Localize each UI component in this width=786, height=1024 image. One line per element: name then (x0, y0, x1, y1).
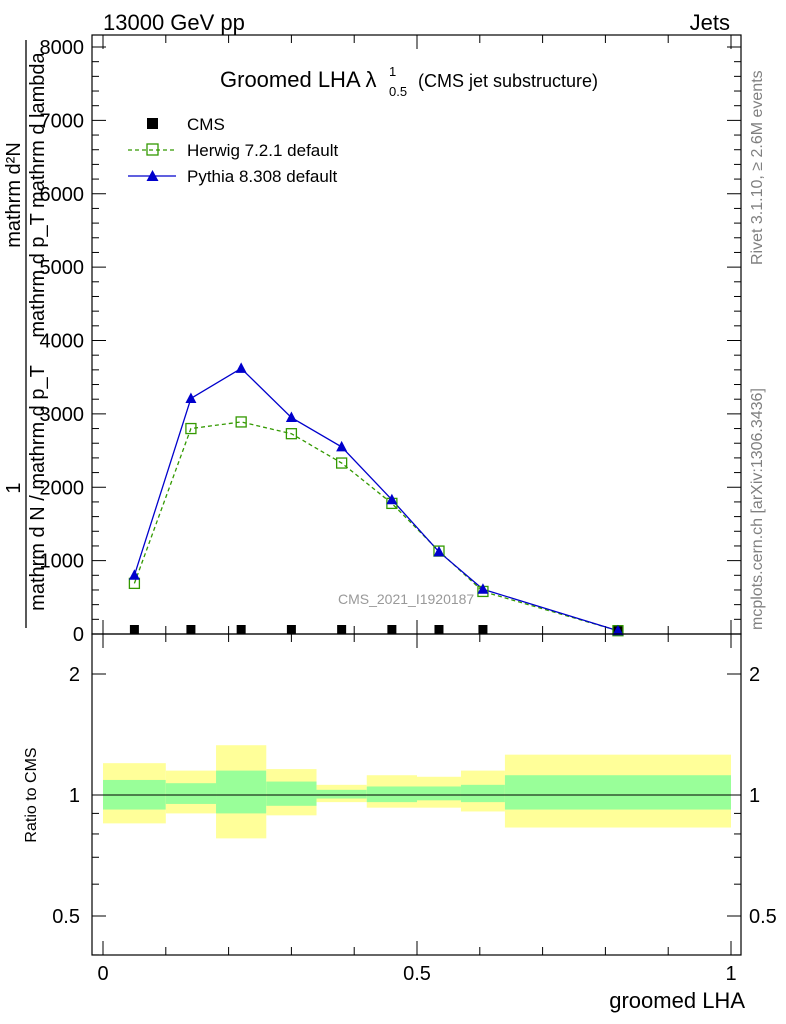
rivet-label: Rivet 3.1.10, ≥ 2.6M events (749, 70, 766, 265)
ratio-band-inner-5 (366, 786, 417, 803)
cms-point-2 (236, 625, 246, 634)
ratio-band-inner-6 (417, 786, 461, 801)
legend-herwig-marker (146, 143, 159, 156)
ratio-band-inner-1 (165, 783, 217, 804)
y-tick-label-5000: 5000 (40, 257, 85, 279)
herwig-point-2 (235, 416, 247, 428)
cms-point-3 (286, 625, 296, 634)
title-sup: 1 (389, 64, 396, 79)
x-tick-label-1: 1 (725, 963, 736, 985)
pythia-point-4 (336, 440, 348, 452)
ratio-y-tick-label-right-2: 2 (749, 664, 760, 686)
ylabel-prefix-den: mathrm d N / mathrm d p_T (27, 365, 49, 611)
ratio-y-tick-label-left-0.5: 0.5 (52, 906, 80, 928)
main-panel: 1000 2000 3000 4000 5000 6000 7000 8000 0 (40, 34, 742, 646)
main-ylabel: 1 mathrm d N / mathrm d p_T mathrm d²N m… (3, 40, 49, 628)
y-tick-label-1000: 1000 (40, 551, 85, 573)
analysis-watermark: CMS_2021_I1920187 (338, 591, 474, 607)
ratio-y-tick-label-right-1: 1 (749, 785, 760, 807)
ratio-band-inner-4 (316, 789, 367, 799)
cms-point-6 (434, 625, 444, 634)
pythia-point-3 (285, 411, 297, 423)
y-tick-label-4000: 4000 (40, 331, 85, 353)
mcplots-label: mcplots.cern.ch [arXiv:1306.3436] (749, 388, 766, 630)
herwig-point-4 (335, 457, 348, 469)
title-main: Groomed LHA (220, 67, 361, 92)
header-right: Jets (690, 10, 730, 35)
ratio-ylabel: Ratio to CMS (23, 747, 40, 842)
ratio-y-tick-label-left-1: 1 (69, 785, 80, 807)
legend-cms-marker (147, 118, 158, 129)
herwig-point-1 (185, 422, 197, 435)
y-tick-label-3000: 3000 (40, 404, 85, 426)
ratio-y-tick-label-right-0.5: 0.5 (749, 906, 777, 928)
title-sub: 0.5 (389, 84, 407, 99)
herwig-point-3 (285, 428, 298, 440)
xlabel: groomed LHA (609, 988, 745, 1013)
herwig-line (133, 421, 619, 632)
pythia-point-2 (235, 362, 247, 373)
legend-pythia-label: Pythia 8.308 default (187, 167, 338, 186)
svg-text:Groomed LHA λ: Groomed LHA λ (220, 67, 377, 92)
y-tick-label-8000: 8000 (40, 37, 85, 59)
ratio-band-inner-2 (216, 770, 267, 814)
pythia-point-7 (477, 583, 489, 594)
ratio-band-inner-8 (504, 775, 731, 810)
y-tick-label-0: 0 (73, 624, 84, 646)
ratio-band-inner-3 (266, 781, 317, 806)
pythia-point-1 (185, 392, 197, 403)
ylabel-num: mathrm d²N (3, 142, 25, 248)
header-left: 13000 GeV pp (103, 10, 245, 35)
pythia-point-5 (386, 493, 398, 505)
ratio-panel: 0 0.5 1 0.5 0.5 1 1 2 2 (52, 633, 777, 985)
title-suffix: (CMS jet substructure) (418, 71, 598, 91)
title-lambda: λ (366, 67, 377, 92)
ylabel-prefix-num: 1 (3, 482, 25, 493)
y-tick-label-6000: 6000 (40, 184, 85, 206)
cms-point-5 (387, 625, 397, 634)
plot-title: Groomed LHA λ 1 0.5 (CMS jet substructur… (220, 64, 598, 99)
legend: CMS Herwig 7.2.1 default Pythia 8.308 de… (128, 115, 338, 186)
legend-herwig-label: Herwig 7.2.1 default (187, 141, 338, 160)
y-tick-label-7000: 7000 (40, 110, 85, 132)
cms-point-0 (129, 625, 139, 634)
cms-point-7 (478, 625, 488, 634)
pythia-point-8 (612, 624, 624, 636)
pythia-point-6 (433, 545, 445, 557)
ylabel-den: mathrm d p_T mathrm d lambda (27, 51, 49, 337)
cms-point-4 (337, 625, 347, 634)
legend-pythia-marker (146, 170, 159, 181)
x-tick-label-0.5: 0.5 (403, 963, 431, 985)
ratio-band-inner-7 (460, 784, 505, 803)
x-tick-label-0: 0 (97, 963, 108, 985)
legend-cms-label: CMS (187, 115, 225, 134)
ratio-y-tick-label-left-2: 2 (69, 664, 80, 686)
y-tick-label-2000: 2000 (40, 477, 85, 499)
cms-point-1 (186, 625, 196, 634)
pythia-point-0 (128, 569, 140, 580)
